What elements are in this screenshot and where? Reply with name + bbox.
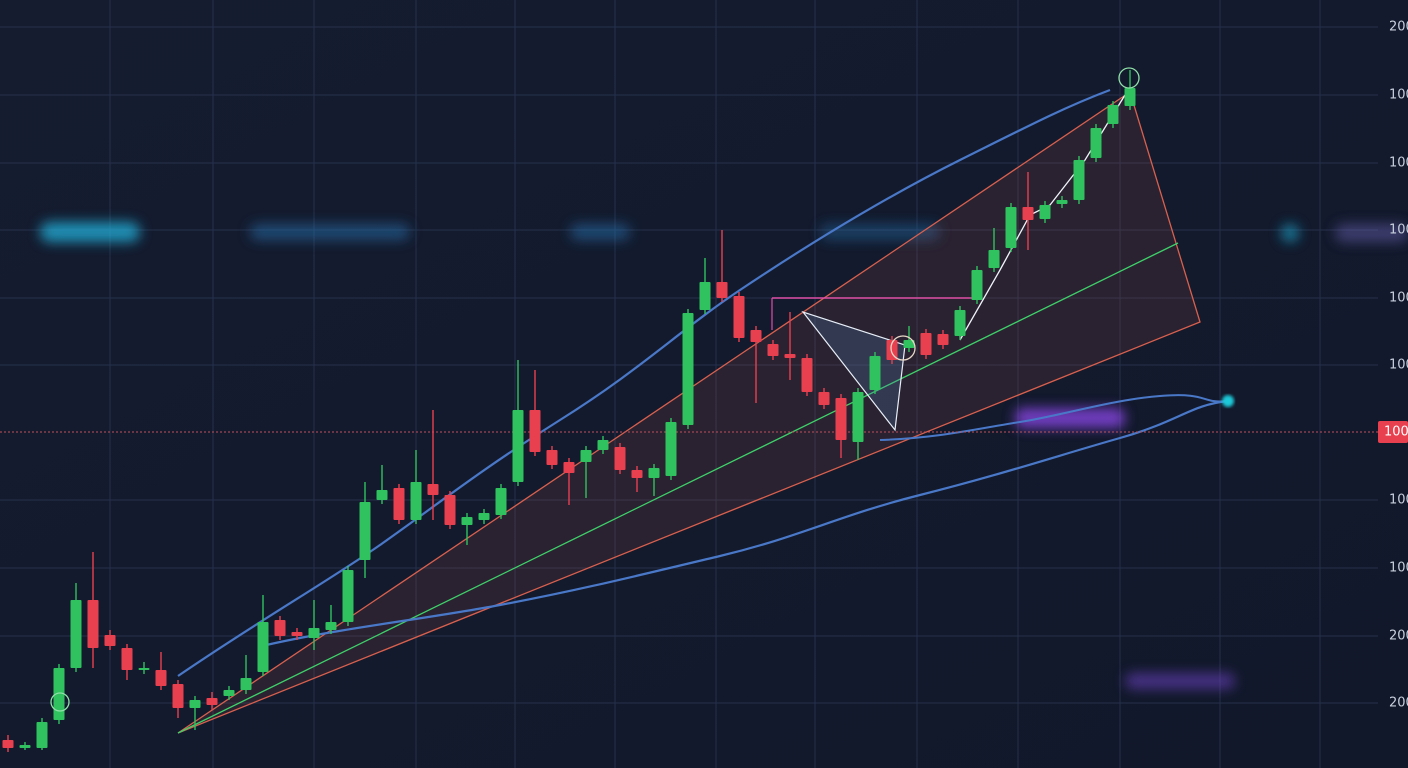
price-label: 200: [1389, 696, 1408, 711]
candle-body: [478, 513, 490, 520]
candle-body: [121, 648, 133, 670]
price-label: 100: [1389, 358, 1408, 373]
price-label: 200: [1389, 629, 1408, 644]
markers: [50, 67, 1140, 712]
price-label: 100: [1389, 223, 1408, 238]
candle-body: [563, 462, 575, 473]
candle-body: [529, 410, 541, 452]
candle-body: [223, 690, 235, 696]
candle-body: [70, 600, 82, 668]
candle-body: [359, 502, 371, 560]
candle-body: [648, 468, 660, 478]
candle-body: [580, 450, 592, 462]
candle-body: [614, 447, 626, 470]
candle-body: [274, 620, 286, 636]
candle-body: [903, 340, 915, 348]
candles: [0, 70, 1378, 752]
mid-band: [879, 394, 1229, 441]
price-label: 100: [1389, 88, 1408, 103]
candle-body: [767, 344, 779, 356]
candle-body: [597, 440, 609, 450]
candle-body: [886, 340, 898, 360]
candle-body: [206, 698, 218, 705]
candle-body: [410, 482, 422, 520]
pattern-triangle: [801, 310, 906, 432]
candle-body: [19, 745, 31, 748]
candle-body: [733, 296, 745, 338]
trend-line: [177, 242, 1179, 734]
candle-body: [1022, 207, 1034, 220]
candle-body: [954, 310, 966, 336]
candle-body: [512, 410, 524, 482]
candle-body: [818, 392, 830, 405]
price-axis: 200100100100100100100100100200200100: [1378, 20, 1408, 711]
candle-body: [1056, 200, 1068, 204]
candle-body: [104, 635, 116, 646]
candle-body: [495, 488, 507, 515]
upper-band: [177, 88, 1111, 677]
candle-body: [801, 358, 813, 392]
current-price-tag: [1378, 421, 1408, 443]
price-label: 100: [1389, 561, 1408, 576]
blurred-ui: [40, 222, 1408, 689]
candle-body: [1073, 160, 1085, 200]
candle-body: [291, 632, 303, 636]
candle-body: [189, 700, 201, 708]
current-price-label: 100: [1384, 425, 1408, 440]
candle-body: [784, 354, 796, 358]
candle-body: [138, 668, 150, 670]
candle-body: [1039, 205, 1051, 219]
price-label: 100: [1389, 493, 1408, 508]
price-label: 200: [1389, 20, 1408, 35]
candle-body: [682, 313, 694, 425]
candle-body: [988, 250, 1000, 268]
candle-body: [444, 495, 456, 525]
candle-body: [53, 668, 65, 720]
candle-body: [937, 334, 949, 345]
candle-body: [155, 670, 167, 686]
candle-body: [716, 282, 728, 298]
candle-body: [36, 722, 48, 748]
candle-body: [665, 422, 677, 476]
candle-body: [1005, 207, 1017, 248]
candle-body: [308, 628, 320, 638]
candle-body: [546, 450, 558, 465]
candle-body: [1124, 88, 1136, 106]
candle-body: [699, 282, 711, 310]
candle-body: [240, 678, 252, 690]
candle-body: [325, 622, 337, 630]
candle-body: [393, 488, 405, 520]
candle-body: [835, 398, 847, 440]
candle-body: [750, 330, 762, 342]
price-label: 100: [1389, 291, 1408, 306]
price-label: 100: [1389, 156, 1408, 171]
candle-body: [852, 392, 864, 442]
band-endpoint: [1222, 395, 1234, 407]
lower-band: [261, 399, 1229, 648]
candle-body: [869, 356, 881, 390]
candle-body: [342, 570, 354, 622]
candle-body: [427, 484, 439, 495]
candle-body: [172, 684, 184, 708]
candle-body: [461, 517, 473, 525]
candle-body: [920, 333, 932, 355]
candle-body: [87, 600, 99, 648]
candle-body: [257, 622, 269, 672]
candle-body: [971, 270, 983, 300]
candle-body: [376, 490, 388, 500]
candle-body: [2, 740, 14, 748]
candle-body: [1107, 105, 1119, 124]
candle-body: [631, 470, 643, 478]
candle-body: [1090, 128, 1102, 158]
